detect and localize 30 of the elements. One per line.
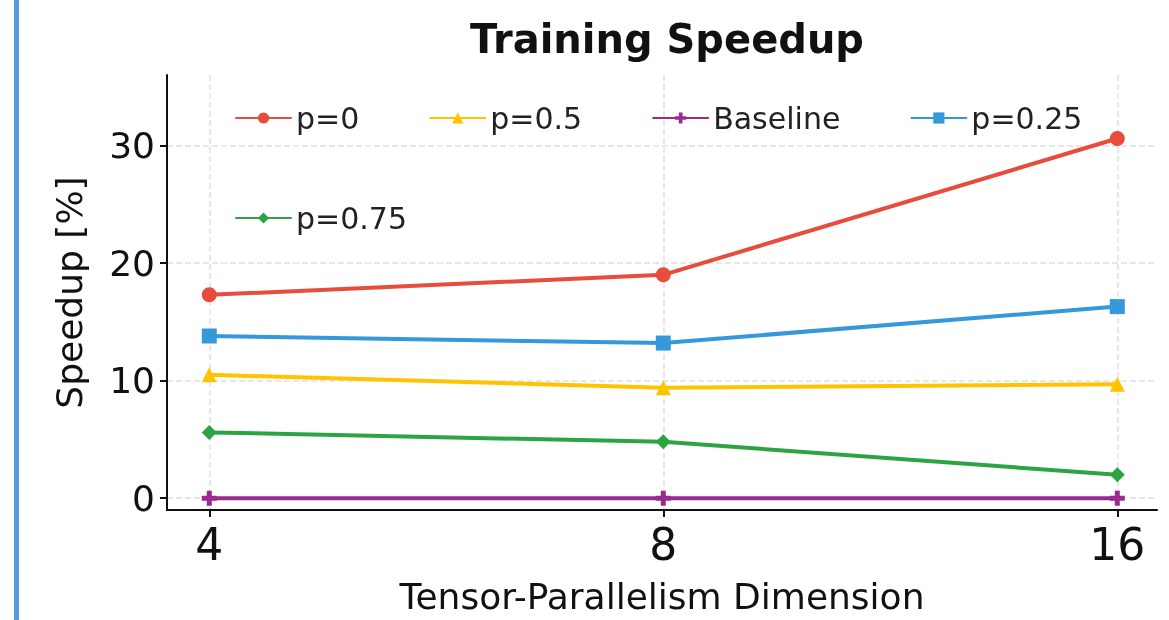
point bbox=[201, 367, 217, 383]
point bbox=[1109, 376, 1125, 392]
y-tick-label: 30 bbox=[109, 125, 155, 167]
point bbox=[655, 335, 671, 351]
legend-label: Baseline bbox=[713, 100, 841, 136]
point bbox=[655, 267, 671, 283]
point bbox=[1109, 467, 1125, 483]
point bbox=[655, 380, 671, 396]
point bbox=[655, 490, 671, 506]
legend-label: p=0 bbox=[296, 100, 360, 136]
point bbox=[201, 490, 217, 506]
point bbox=[1109, 299, 1125, 315]
x-tick-label: 8 bbox=[649, 518, 678, 570]
y-tick-label: 20 bbox=[109, 242, 155, 284]
legend-label: p=0.5 bbox=[490, 100, 583, 136]
x-tick-label: 16 bbox=[1089, 518, 1146, 570]
point bbox=[1109, 490, 1125, 506]
y-tick-label: 10 bbox=[109, 360, 155, 402]
point bbox=[655, 434, 671, 450]
x-axis-title: Tensor-Parallelism Dimension bbox=[398, 575, 925, 617]
y-axis-title: Speedup [%] bbox=[48, 176, 90, 409]
x-tick-label: 4 bbox=[195, 518, 224, 570]
y-tick-label: 0 bbox=[132, 477, 155, 519]
chart-title: Training Speedup bbox=[470, 16, 864, 62]
point bbox=[201, 328, 217, 344]
legend-label: p=0.25 bbox=[971, 100, 1083, 136]
point bbox=[1109, 130, 1125, 146]
legend-label: p=0.75 bbox=[296, 200, 407, 236]
point bbox=[201, 287, 217, 303]
point bbox=[201, 424, 217, 440]
